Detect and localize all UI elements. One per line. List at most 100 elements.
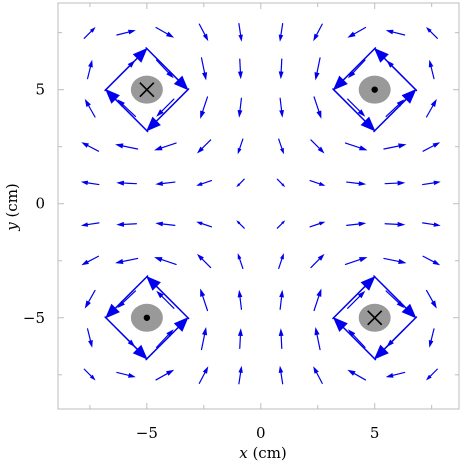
field-arrow [310, 139, 325, 154]
field-arrow [155, 59, 174, 79]
field-arrow [237, 97, 243, 118]
cross-symbol [139, 82, 155, 98]
field-arrow [86, 59, 93, 80]
field-arrow [383, 143, 407, 150]
field-arrow [347, 329, 366, 348]
field-arrow [155, 369, 175, 381]
near-wire-arrow [373, 316, 418, 360]
field-arrow [116, 180, 138, 186]
field-arrow [385, 371, 406, 378]
field-arrow [154, 142, 177, 151]
field-arrow [310, 253, 325, 269]
field-arrow [81, 142, 100, 152]
field-arrow [276, 178, 286, 188]
field-arrow [238, 23, 243, 42]
field-arrows [80, 23, 441, 385]
field-arrow [117, 290, 137, 309]
field-arrow [278, 253, 284, 269]
y-axis-title: y (cm) [3, 183, 21, 232]
field-arrow [428, 59, 435, 80]
field-arrow [383, 257, 407, 264]
x-tick-label: 0 [256, 424, 266, 442]
current-into-page [358, 303, 391, 332]
field-arrow [384, 221, 406, 227]
field-arrow [347, 59, 366, 79]
field-arrow [155, 26, 175, 38]
field-arrow [236, 220, 245, 229]
field-arrow [196, 180, 213, 186]
field-arrow [115, 143, 139, 150]
field-arrow [385, 99, 405, 118]
field-arrow [422, 180, 441, 186]
current-carrying-wires [130, 75, 391, 332]
field-arrow [278, 365, 284, 385]
plot-frame [57, 2, 460, 410]
y-tick-label: −5 [23, 309, 45, 327]
field-arrow [237, 253, 244, 269]
field-arrow [196, 221, 213, 228]
field-arrow [422, 142, 441, 152]
field-arrow [346, 181, 367, 186]
field-arrow [83, 27, 96, 39]
field-arrow [117, 99, 137, 118]
near-wire-arrow [332, 47, 377, 91]
field-arrow [238, 365, 243, 385]
near-wire-arrow [332, 88, 376, 132]
field-arrow [309, 221, 326, 228]
field-arrow [86, 328, 93, 348]
field-arrow [197, 253, 212, 269]
dot-symbol [143, 314, 151, 321]
field-arrow [198, 366, 209, 384]
near-wire-arrow [332, 276, 376, 320]
field-arrow [344, 257, 368, 266]
field-arrow [197, 139, 212, 154]
field-arrow [314, 57, 321, 81]
field-arrow [426, 368, 438, 381]
near-wire-arrow [104, 47, 148, 92]
field-arrow [278, 328, 284, 349]
field-arrow [279, 97, 284, 118]
near-wire-arrow [373, 88, 417, 133]
field-arrow [347, 98, 366, 117]
y-tick-label: 0 [35, 195, 45, 213]
near-wire-arrow [145, 317, 189, 361]
near-wire-arrow [373, 47, 418, 92]
current-out-of-page [358, 75, 391, 104]
field-arrow [155, 221, 176, 227]
field-arrow [237, 58, 243, 80]
near-wire-arrow [145, 47, 189, 91]
field-arrow [200, 96, 209, 119]
field-arrow [115, 257, 139, 264]
field-arrow [313, 96, 322, 119]
field-arrow [278, 23, 284, 42]
field-arrow [155, 329, 174, 348]
field-arrow [347, 26, 367, 38]
field-arrow [278, 58, 284, 80]
field-arrow [237, 138, 244, 155]
field-arrow [80, 180, 100, 186]
field-arrow [200, 327, 208, 351]
field-arrow [81, 255, 100, 266]
field-arrow [426, 27, 438, 39]
near-wire-arrow [373, 275, 417, 319]
field-arrow [237, 328, 243, 349]
current-into-page [130, 75, 163, 104]
dot-symbol [371, 86, 378, 93]
field-arrow [422, 255, 441, 266]
current-out-of-page [130, 303, 163, 332]
field-arrow [156, 290, 175, 309]
field-arrow [384, 180, 406, 186]
near-wire-arrow [104, 316, 148, 360]
field-arrow [428, 328, 435, 348]
field-arrow [278, 138, 284, 155]
near-wire-arrow [105, 88, 149, 133]
x-axis-title: x (cm) [239, 444, 287, 462]
field-arrow [313, 23, 323, 42]
field-arrow [84, 289, 96, 309]
field-arrow [314, 327, 321, 351]
field-arrow [346, 221, 367, 227]
field-arrow [279, 289, 284, 310]
field-arrow [154, 257, 177, 266]
field-arrow [347, 290, 366, 309]
